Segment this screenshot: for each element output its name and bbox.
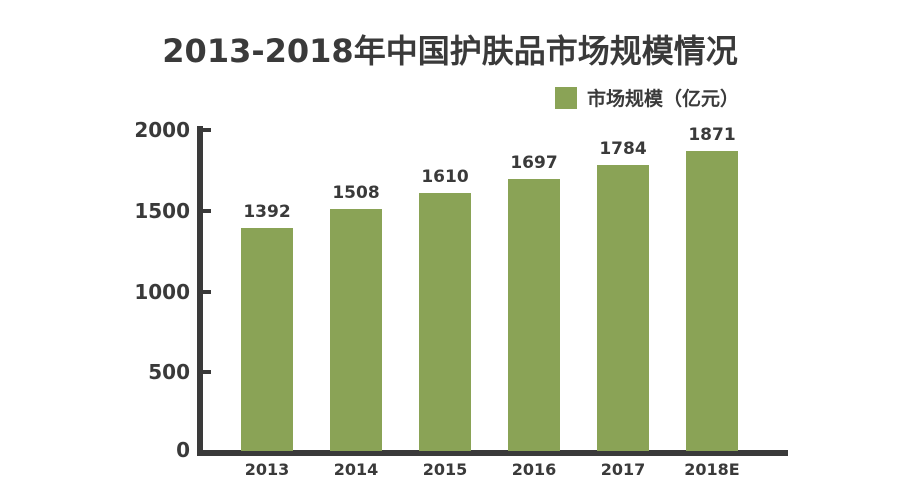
legend-label: 市场规模（亿元） [587, 88, 740, 110]
bar-value-label: 1392 [243, 201, 291, 222]
y-tick [203, 370, 211, 374]
chart-title: 2013-2018年中国护肤品市场规模情况 [162, 32, 738, 70]
x-tick-label: 2016 [511, 460, 557, 479]
x-tick-label: 2014 [333, 460, 379, 479]
y-tick-label: 2000 [134, 118, 190, 142]
y-tick-label: 1500 [134, 199, 190, 223]
bar [508, 178, 560, 451]
y-tick-label: 500 [148, 360, 190, 384]
bar [241, 227, 293, 451]
y-tick-label: 0 [176, 438, 190, 462]
legend: 市场规模（亿元） [555, 84, 739, 111]
bar [419, 192, 471, 451]
bar [597, 164, 649, 451]
bar-value-label: 1697 [510, 152, 558, 173]
x-tick-label: 2018E [684, 460, 740, 479]
bar-value-label: 1508 [332, 182, 380, 203]
bar [686, 150, 738, 451]
y-tick-label: 1000 [134, 280, 190, 304]
bar-value-label: 1784 [599, 138, 647, 159]
legend-swatch [555, 86, 577, 109]
y-tick [203, 128, 211, 132]
x-tick-label: 2017 [600, 460, 646, 479]
bar-value-label: 1610 [421, 166, 469, 187]
y-tick [203, 290, 211, 294]
x-axis [197, 450, 788, 456]
bar-value-label: 1871 [688, 124, 736, 145]
x-tick-label: 2015 [422, 460, 468, 479]
x-tick-label: 2013 [244, 460, 290, 479]
bar [330, 208, 382, 451]
y-tick [203, 209, 211, 213]
y-axis [197, 126, 203, 456]
